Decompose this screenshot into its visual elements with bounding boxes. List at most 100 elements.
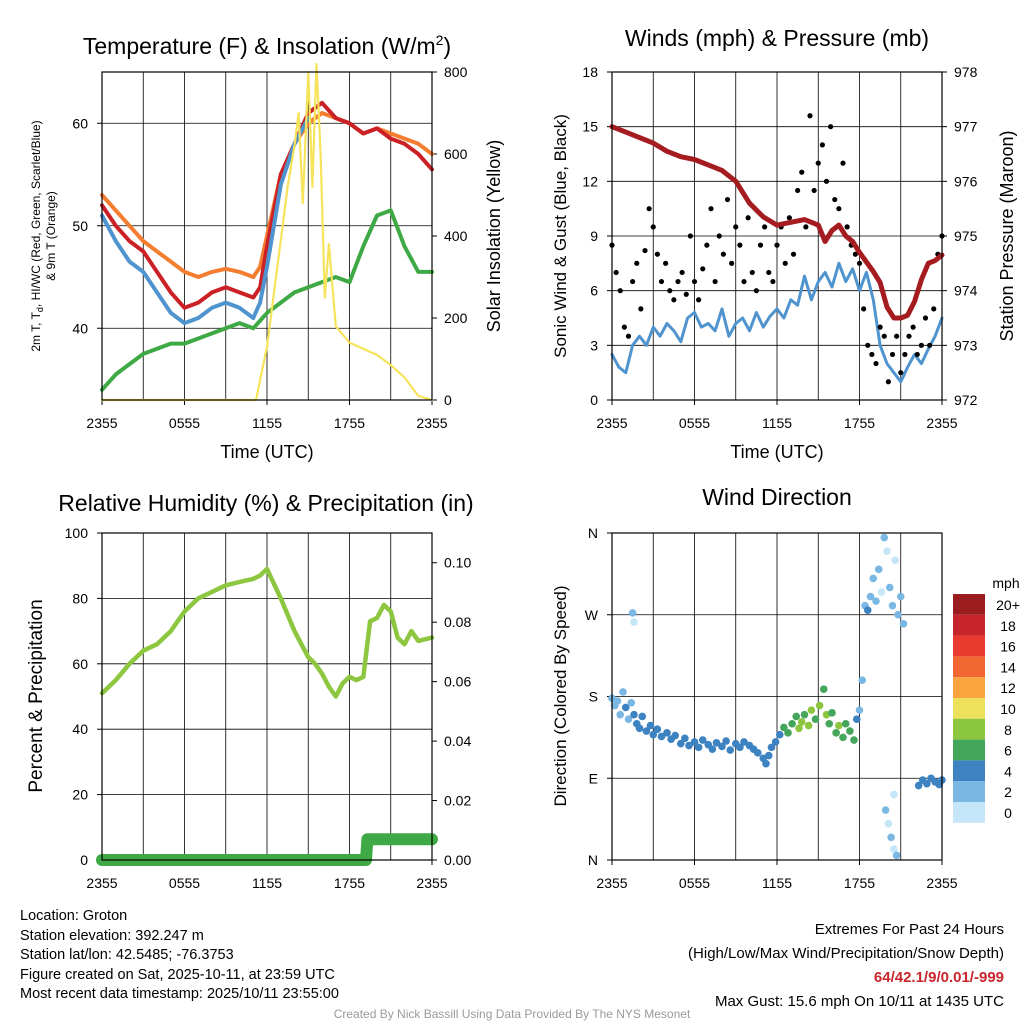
direction-point: [788, 719, 796, 728]
x-tick-label: 2355: [416, 415, 447, 431]
direction-point: [880, 533, 889, 542]
extremes-subtitle: (High/Low/Max Wind/Precipitation/Snow De…: [688, 945, 1004, 962]
x-tick-label: 2355: [416, 875, 447, 891]
y-tick-label: 18: [582, 64, 598, 80]
gust-point: [729, 260, 735, 266]
legend-label: 10: [1000, 701, 1016, 717]
direction-point: [892, 851, 901, 860]
direction-point: [874, 565, 883, 574]
y2-tick-label: 0: [444, 392, 452, 408]
gust-point: [741, 278, 747, 285]
direction-point: [852, 715, 861, 724]
direction-point: [877, 588, 886, 596]
direction-point: [740, 738, 748, 746]
direction-point: [850, 736, 858, 744]
direction-point: [846, 727, 854, 735]
y2-tick-label: 0.04: [444, 733, 471, 749]
direction-point: [828, 709, 836, 717]
legend-swatch: [953, 698, 985, 719]
direction-point: [914, 781, 923, 790]
direction-point: [694, 743, 703, 752]
y2-tick-label: 0.02: [444, 793, 471, 809]
legend-swatch: [953, 594, 985, 615]
gust-point: [856, 260, 863, 266]
direction-point: [888, 601, 897, 610]
extremes-title: Extremes For Past 24 Hours: [814, 921, 1004, 938]
extremes-values: 64/42.1/9/0.01/-999: [873, 969, 1004, 986]
credit-text: Created By Nick Bassill Using Data Provi…: [333, 1007, 691, 1021]
direction-point: [613, 697, 622, 705]
plot-border: [611, 532, 943, 861]
direction-point: [780, 723, 788, 732]
gust-point: [931, 306, 937, 312]
latlon-text: Station lat/lon: 42.5485; -76.3753: [20, 947, 234, 963]
gust-point: [786, 215, 792, 221]
gust-point: [704, 242, 710, 248]
plot-border: [101, 71, 433, 401]
direction-point: [894, 610, 902, 619]
x-tick-label: 2355: [926, 415, 957, 431]
chart-title: Temperature (F) & Insolation (W/m2): [83, 32, 451, 59]
gust-point: [625, 333, 632, 339]
gust-point: [811, 187, 817, 194]
y2-tick-label: 800: [444, 64, 468, 80]
gust-point: [663, 260, 669, 266]
gust-point: [877, 324, 883, 330]
direction-point: [628, 609, 637, 617]
gust-point: [642, 247, 648, 254]
y-axis-label: Sonic Wind & Gust (Blue, Black): [551, 114, 570, 358]
gust-point: [716, 233, 722, 239]
gust-point: [922, 315, 929, 321]
y2-tick-label: 600: [444, 146, 468, 162]
y-axis-label: 2m T, Td, HI/WC (Red, Green, Scarlet/Blu…: [29, 120, 45, 351]
gust-point: [889, 351, 896, 358]
gust-point: [795, 187, 801, 194]
direction-point: [698, 736, 707, 744]
y-tick-label: S: [589, 689, 598, 705]
gust-point: [753, 288, 759, 294]
direction-point: [646, 721, 655, 730]
plot-border: [611, 71, 943, 401]
gust-point: [696, 297, 702, 303]
gust-point: [844, 224, 850, 230]
gust-point: [832, 196, 838, 203]
direction-point: [635, 724, 644, 733]
gust-point: [927, 342, 933, 348]
x-tick-label: 1755: [334, 875, 365, 891]
direction-point: [663, 729, 671, 737]
legend-title: mph: [992, 575, 1019, 591]
gust-point: [774, 242, 780, 248]
direction-point: [899, 620, 908, 628]
humidity-precip-panel: 2355 0555 1155 1755 2355 0 20 40 60 80 100 0.00 0.02…: [26, 490, 474, 891]
gust-point: [918, 342, 924, 348]
gust-point: [852, 251, 858, 257]
legend-swatch: [953, 718, 985, 740]
gust-point: [790, 251, 797, 257]
x-tick-label: 1755: [844, 415, 875, 431]
gust-point: [634, 260, 640, 266]
gust-point: [782, 260, 788, 266]
gust-point: [902, 351, 908, 358]
direction-point: [795, 724, 803, 733]
gust-point: [894, 333, 900, 339]
direction-point: [896, 592, 905, 601]
direction-point: [685, 741, 693, 750]
x-tick-label: 0555: [169, 875, 200, 891]
y2-tick-label: 0.00: [444, 852, 471, 868]
gust-point: [869, 351, 875, 358]
x-tick-label: 1155: [762, 415, 792, 431]
y-tick-label: 12: [582, 173, 598, 189]
direction-point: [815, 701, 824, 710]
chart-title: Wind Direction: [702, 484, 852, 510]
y2-tick-label: 974: [954, 283, 978, 299]
legend-swatch: [953, 635, 985, 657]
direction-point: [841, 719, 850, 728]
direction-point: [764, 751, 773, 760]
gust-point: [654, 251, 660, 257]
y-tick-label: N: [588, 852, 598, 868]
chart-title: Relative Humidity (%) & Precipitation (i…: [58, 490, 473, 516]
gust-point: [745, 215, 751, 221]
direction-point: [722, 737, 730, 745]
gust-point: [828, 124, 834, 130]
y-axis-label: Percent & Precipitation: [26, 599, 47, 792]
